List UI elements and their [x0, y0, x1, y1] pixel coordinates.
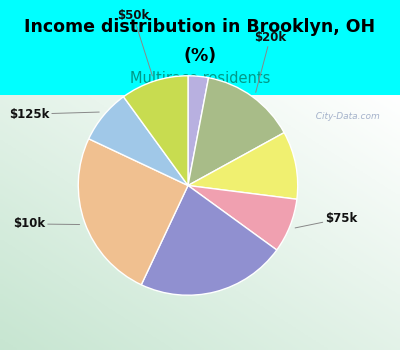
- Wedge shape: [188, 78, 284, 186]
- Text: $50k: $50k: [117, 9, 152, 76]
- Text: Multirace residents: Multirace residents: [130, 71, 270, 86]
- Wedge shape: [188, 133, 298, 199]
- Text: (%): (%): [184, 47, 216, 65]
- Wedge shape: [124, 76, 188, 186]
- Wedge shape: [141, 186, 277, 295]
- Text: $100k: $100k: [0, 349, 1, 350]
- Text: $125k: $125k: [9, 108, 99, 121]
- Text: Income distribution in Brooklyn, OH: Income distribution in Brooklyn, OH: [24, 18, 376, 36]
- Text: $75k: $75k: [295, 212, 358, 228]
- Text: $20k: $20k: [254, 31, 286, 92]
- Text: City-Data.com: City-Data.com: [310, 112, 380, 121]
- Wedge shape: [89, 97, 188, 186]
- Wedge shape: [78, 139, 188, 285]
- Text: $60k: $60k: [0, 349, 1, 350]
- Text: $200k: $200k: [0, 349, 1, 350]
- Wedge shape: [188, 186, 297, 250]
- Text: $10k: $10k: [13, 217, 80, 230]
- Wedge shape: [188, 76, 208, 186]
